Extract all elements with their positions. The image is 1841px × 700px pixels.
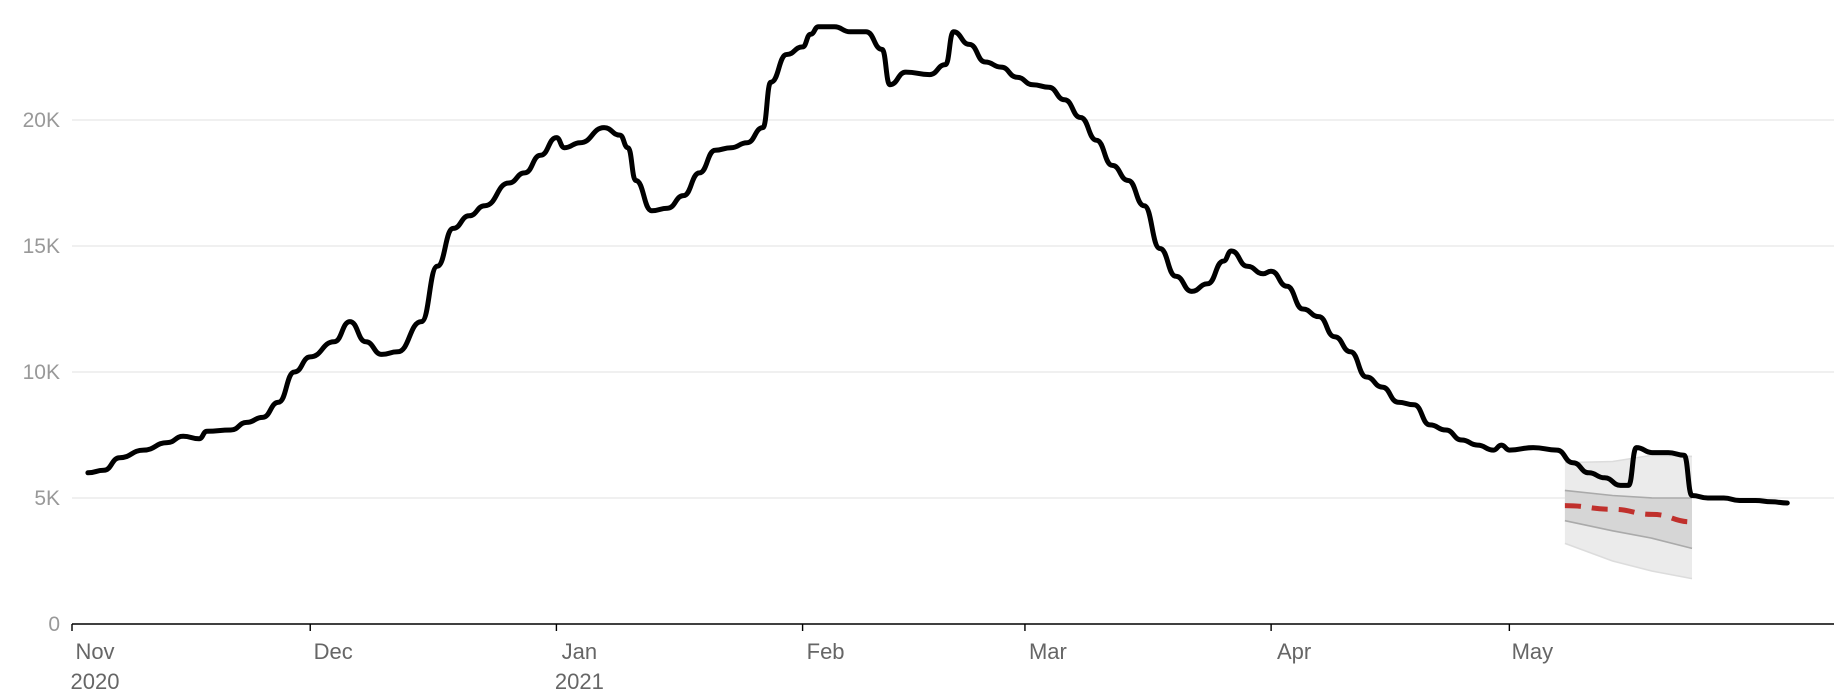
y-axis-tick-labels: 0 5K 10K 15K 20K (23, 109, 60, 636)
y-tick-label: 15K (23, 235, 60, 258)
x-tick-label: Mar (1029, 639, 1067, 664)
forecast-line (1564, 503, 1693, 525)
y-tick-label: 0 (48, 613, 60, 636)
x-tick-label: Feb (807, 639, 845, 664)
forecast-band-upper-edge (1564, 489, 1692, 499)
x-tick-label: Nov (75, 639, 114, 664)
x-tick-label: Apr (1277, 639, 1311, 664)
x-tick-year-label: 2021 (555, 669, 604, 694)
x-tick-label: Jan (562, 639, 597, 664)
forecast-band-lower-edge (1564, 542, 1693, 580)
x-tick-label: May (1512, 639, 1554, 664)
gridlines (72, 119, 1834, 499)
y-tick-label: 5K (34, 487, 60, 510)
observed-line (85, 24, 1790, 506)
series-lines (85, 24, 1790, 525)
forecast-bands (1564, 454, 1693, 580)
y-tick-label: 10K (23, 361, 60, 384)
forecast-band-lower-edge (1564, 519, 1693, 550)
x-axis-tick-labels: Nov 2020 Dec Jan 2021 Feb Mar Apr May (71, 639, 1554, 694)
forecast-band-1 (1564, 490, 1692, 549)
x-tick-label: Dec (314, 639, 353, 664)
y-tick-label: 20K (23, 109, 60, 132)
x-tick-year-label: 2020 (71, 669, 120, 694)
x-axis (71, 623, 1834, 631)
